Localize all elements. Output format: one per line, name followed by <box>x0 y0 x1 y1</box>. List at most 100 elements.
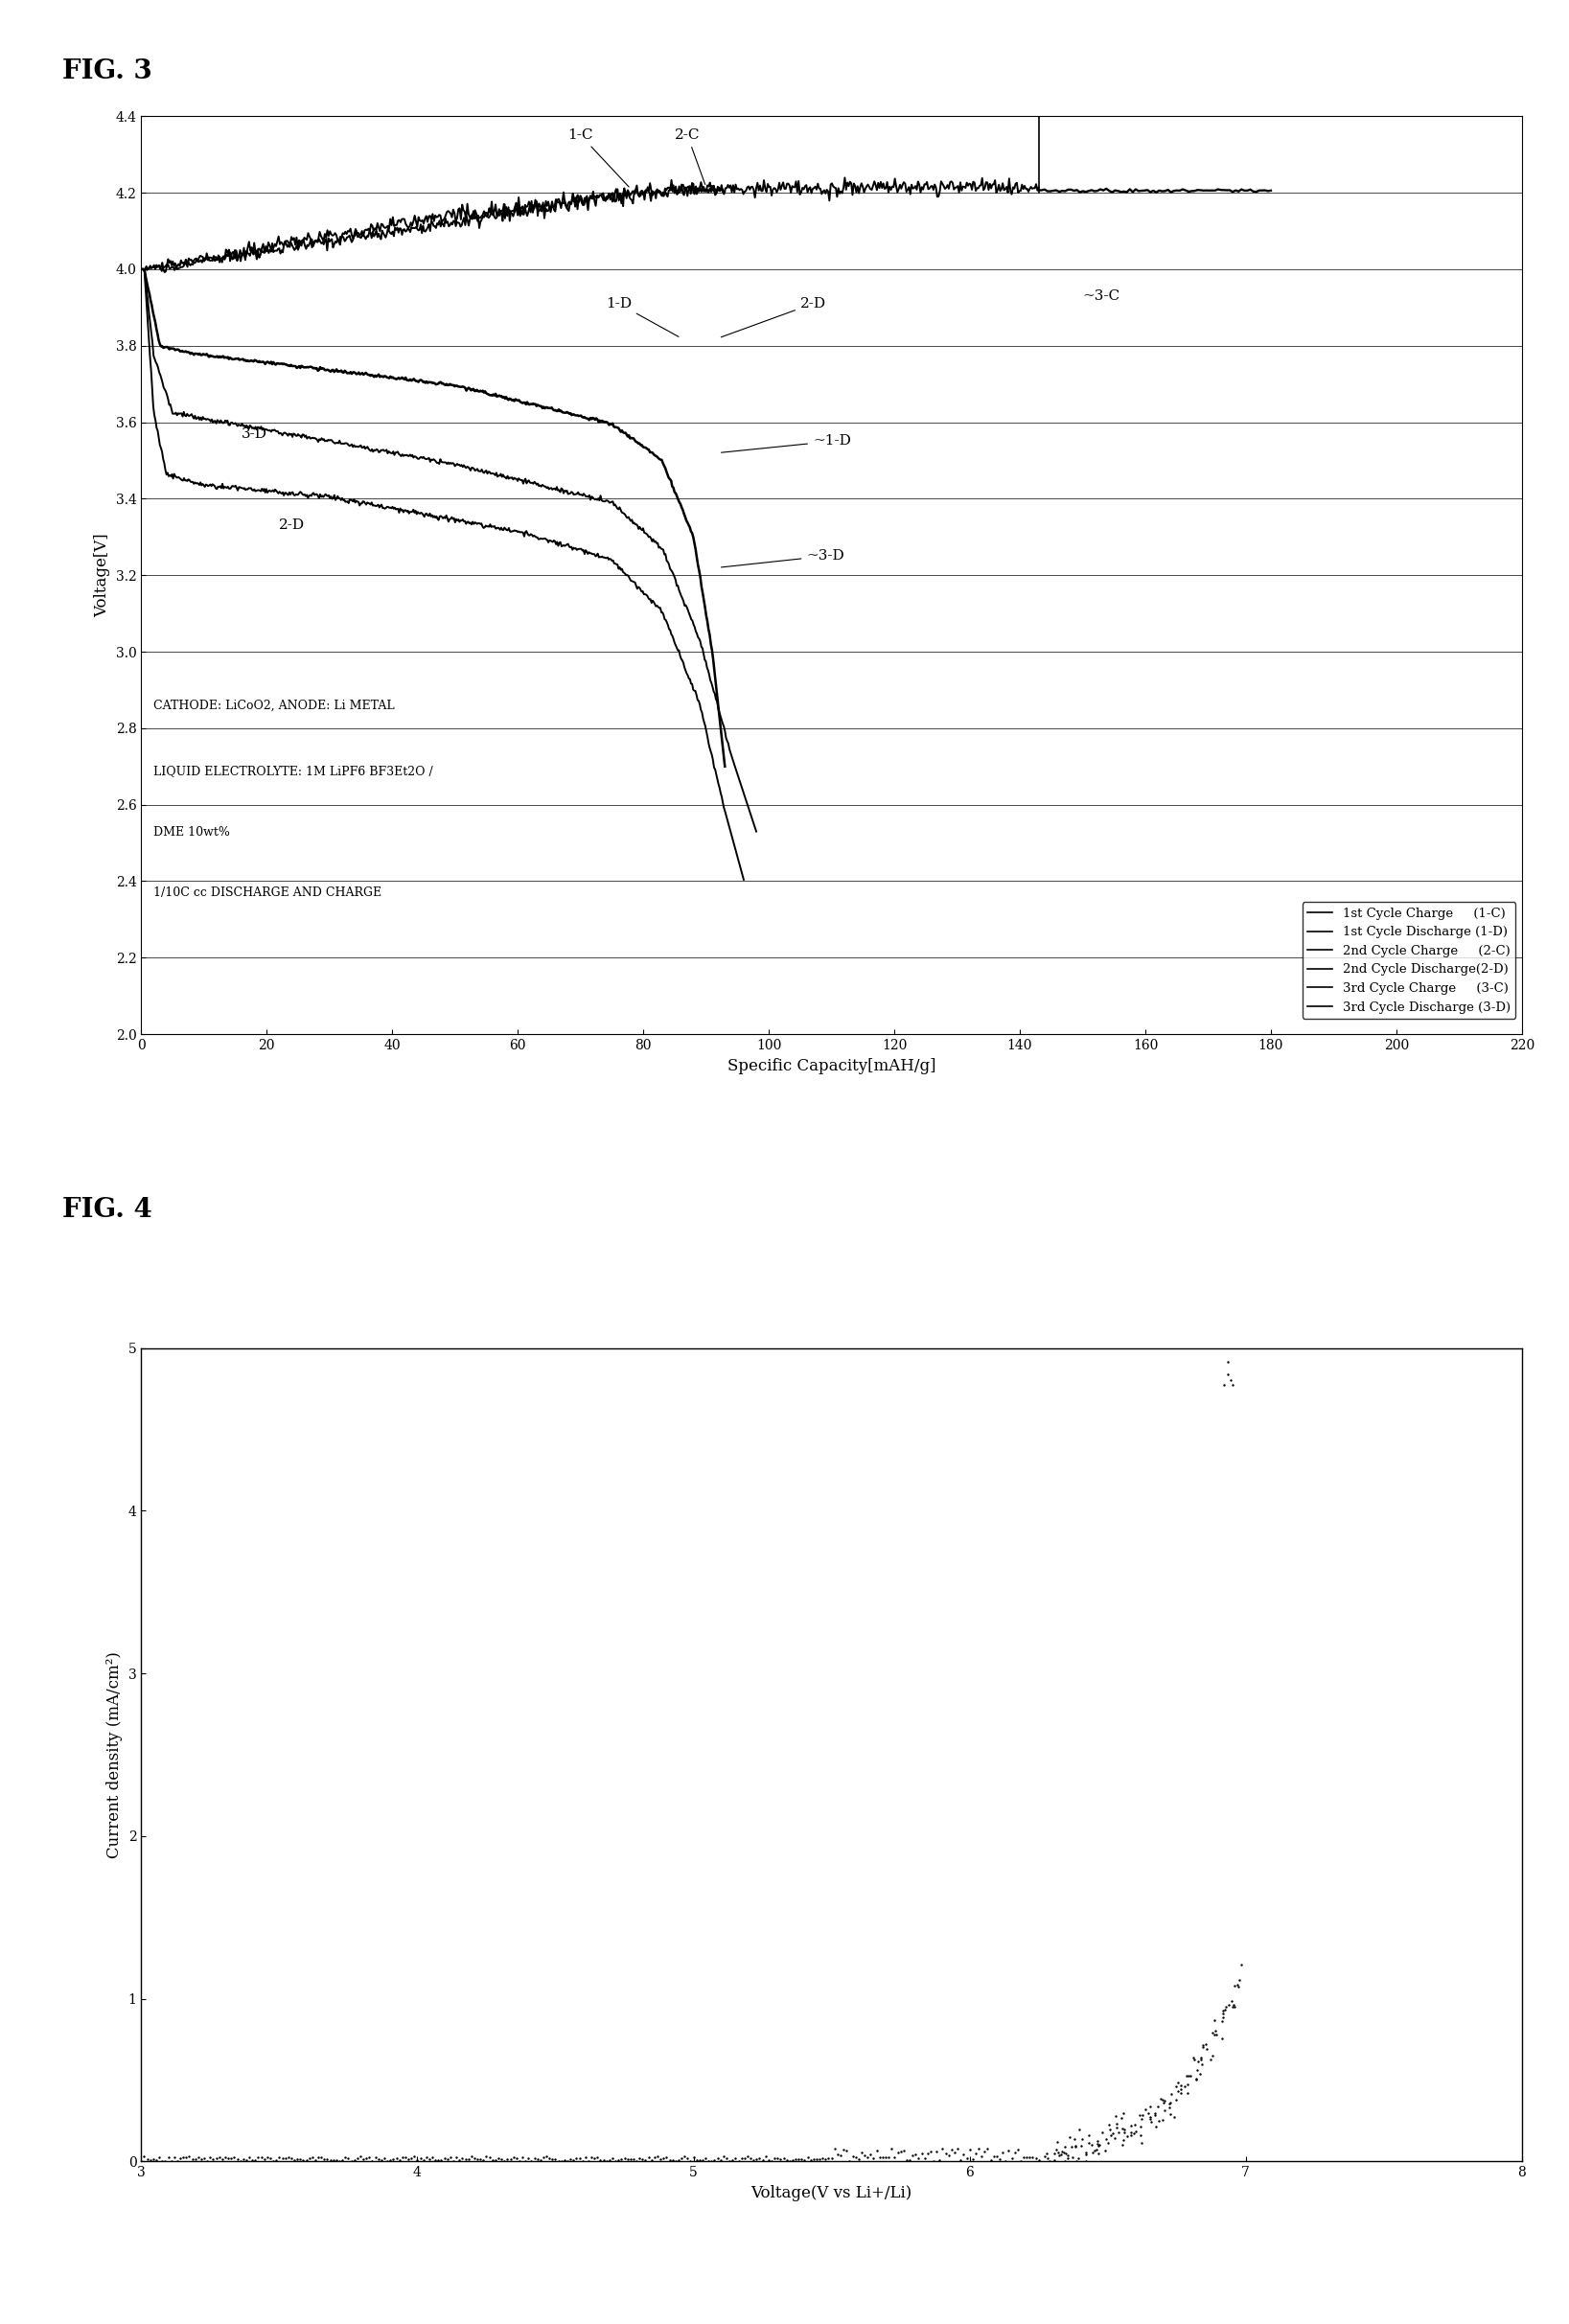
Point <box>904 2136 929 2173</box>
Point <box>1213 1989 1238 2027</box>
Point <box>1042 2143 1067 2180</box>
Point <box>1086 2126 1111 2164</box>
Point <box>836 2143 861 2180</box>
Point <box>1189 2045 1214 2082</box>
Point <box>1048 2136 1073 2173</box>
Point <box>494 2140 519 2178</box>
Point <box>1218 1362 1243 1399</box>
Point <box>303 2143 328 2180</box>
Point <box>1079 2126 1105 2164</box>
Point <box>1053 2143 1078 2180</box>
Point <box>960 2140 985 2178</box>
Point <box>1221 1989 1246 2027</box>
Point <box>1211 1992 1236 2029</box>
Point <box>1020 2138 1045 2175</box>
Point <box>444 2138 469 2175</box>
Point <box>628 2140 653 2178</box>
Point <box>1169 2071 1194 2108</box>
Point <box>1152 2082 1177 2119</box>
Point <box>930 2129 956 2166</box>
Text: CATHODE: LiCoO2, ANODE: Li METAL: CATHODE: LiCoO2, ANODE: Li METAL <box>154 700 395 711</box>
Point <box>996 2133 1021 2171</box>
Point <box>737 2140 763 2178</box>
Point <box>1136 2094 1161 2131</box>
Point <box>1227 1961 1252 1999</box>
Point <box>513 2143 538 2180</box>
Point <box>1067 2110 1092 2147</box>
Point <box>882 2138 907 2175</box>
Point <box>431 2140 457 2178</box>
Point <box>155 2138 180 2175</box>
Point <box>1191 2029 1216 2066</box>
Point <box>1058 2117 1083 2154</box>
Point <box>1053 2129 1078 2166</box>
Point <box>872 2138 897 2175</box>
Point <box>312 2140 337 2178</box>
Point <box>855 2138 880 2175</box>
Point <box>1169 2075 1194 2113</box>
Point <box>1175 2073 1200 2110</box>
Point <box>563 2140 588 2178</box>
Point <box>921 2143 946 2180</box>
Point <box>967 2131 992 2168</box>
Point <box>981 2138 1006 2175</box>
Point <box>888 2133 913 2171</box>
Point <box>510 2138 535 2175</box>
Text: 1/10C cc DISCHARGE AND CHARGE: 1/10C cc DISCHARGE AND CHARGE <box>154 888 381 899</box>
Point <box>468 2140 493 2178</box>
Text: 2-D: 2-D <box>279 518 306 532</box>
Point <box>698 2143 723 2180</box>
Point <box>414 2138 439 2175</box>
Point <box>552 2140 577 2178</box>
Point <box>359 2143 384 2180</box>
Point <box>1036 2140 1061 2178</box>
Point <box>1003 2133 1028 2171</box>
Point <box>977 2143 1003 2180</box>
Point <box>612 2140 637 2178</box>
Point <box>714 2140 739 2178</box>
Point <box>1068 2126 1094 2164</box>
Point <box>1152 2092 1177 2129</box>
Point <box>195 2143 220 2180</box>
Point <box>381 2140 406 2178</box>
Point <box>1150 2080 1175 2117</box>
Point <box>786 2140 811 2178</box>
Point <box>1150 2085 1175 2122</box>
Point <box>576 2143 601 2180</box>
Point <box>1056 2140 1081 2178</box>
Point <box>957 2131 982 2168</box>
Point <box>795 2138 821 2175</box>
Point <box>180 2140 206 2178</box>
Point <box>1103 2108 1128 2145</box>
Point <box>243 2140 268 2178</box>
Point <box>1219 1982 1244 2020</box>
Point <box>1111 2110 1136 2147</box>
Point <box>1175 2057 1200 2094</box>
Point <box>624 2143 650 2180</box>
Point <box>708 2143 733 2180</box>
Point <box>756 2140 781 2178</box>
Point <box>1084 2131 1109 2168</box>
Point <box>1210 2020 1235 2057</box>
Point <box>319 2143 344 2180</box>
Point <box>1101 2115 1127 2152</box>
Point <box>1183 2061 1208 2099</box>
Point <box>1128 2108 1153 2145</box>
Point <box>734 2138 759 2175</box>
Point <box>668 2140 693 2178</box>
Point <box>402 2138 427 2175</box>
Point <box>369 2140 394 2178</box>
Point <box>1086 2133 1111 2171</box>
Point <box>1073 2136 1098 2173</box>
Point <box>1188 2038 1213 2075</box>
Point <box>974 2131 999 2168</box>
Point <box>1202 2001 1227 2038</box>
Point <box>648 2140 673 2178</box>
Text: DME 10wt%: DME 10wt% <box>154 825 231 839</box>
Point <box>1103 2096 1128 2133</box>
Point <box>1123 2113 1149 2150</box>
Point <box>639 2143 664 2180</box>
Point <box>1109 2099 1134 2136</box>
Point <box>970 2138 995 2175</box>
Point <box>231 2140 256 2178</box>
